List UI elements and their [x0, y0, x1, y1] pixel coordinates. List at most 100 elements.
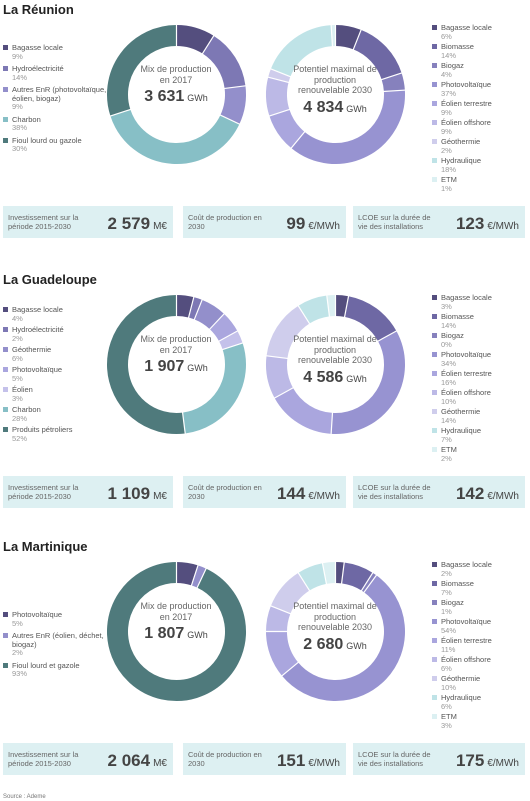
mix-donut-separator-3 [208, 312, 225, 330]
potential-legend-swatch [432, 619, 437, 624]
mix-legend-label: Bagasse locale [12, 305, 63, 314]
mix-center-title: Mix de production en 2017 [140, 64, 212, 85]
potential-center: Potentiel maximal de production renouvel… [287, 601, 383, 655]
potential-donut-slice-3 [281, 574, 405, 701]
mix-donut-slice-2 [193, 299, 224, 329]
mix-legend-item: Géothermie 6% [3, 345, 113, 363]
potential-donut-separator-1 [340, 560, 345, 584]
potential-donut-slice-7 [270, 24, 333, 77]
stat-label: Investissement sur la période 2015-2030 [8, 213, 79, 231]
potential-center-title: Potentiel maximal de production renouvel… [293, 601, 377, 632]
stat-box: Investissement sur la période 2015-2030 2… [3, 743, 173, 775]
mix-donut-slice-6 [106, 294, 185, 434]
stat-label: LCOE sur la durée de vie des installatio… [358, 213, 431, 231]
mix-legend-percent: 2% [12, 333, 23, 343]
mix-legend-percent: 28% [12, 413, 28, 423]
potential-legend-percent: 1% [441, 606, 452, 616]
potential-center-total-value: 4 834 [303, 98, 344, 116]
mix-legend-swatch [3, 367, 8, 372]
potential-center: Potentiel maximal de production renouvel… [287, 334, 383, 388]
stat-value: 144 €/MWh [277, 484, 340, 504]
potential-donut-slice-4 [268, 108, 305, 148]
stat-value-number: 2 579 [107, 214, 151, 233]
potential-legend-item: Photovoltaïque 54% [432, 617, 530, 635]
mix-legend-item: Bagasse locale 4% [3, 305, 113, 323]
potential-center-total: 2 680 GWh [287, 636, 383, 655]
stat-value-unit: €/MWh [308, 221, 340, 232]
mix-donut-separator-6 [181, 411, 186, 435]
potential-donut-separator-8 [325, 293, 330, 317]
stat-value-number: 142 [455, 484, 485, 503]
stat-box: Coût de production en 2030 151 €/MWh [183, 743, 346, 775]
mix-legend-swatch [3, 66, 8, 71]
stat-value-unit: €/MWh [487, 221, 519, 232]
mix-legend-label: Autres EnR (photovoltaïque, éolien, biog… [12, 85, 107, 103]
potential-legend-swatch [432, 333, 437, 338]
potential-legend-percent: 9% [441, 126, 452, 136]
potential-legend-label: Bagasse locale [441, 560, 492, 569]
mix-legend-item: Hydroélectricité 2% [3, 325, 113, 343]
potential-donut-separator-3 [362, 573, 377, 593]
stat-box: Investissement sur la période 2015-2030 1… [3, 476, 173, 508]
mix-donut-separator-4 [217, 329, 239, 342]
potential-legend-percent: 10% [441, 682, 457, 692]
potential-center-title: Potentiel maximal de production renouvel… [293, 334, 377, 365]
mix-donut-slice-0 [175, 294, 194, 318]
potential-donut-separator-4 [329, 411, 333, 435]
potential-legend-label: Photovoltaïque [441, 350, 492, 359]
potential-legend-label: Biomasse [441, 579, 474, 588]
region-title: La Réunion [3, 2, 74, 17]
potential-legend-swatch [432, 714, 437, 719]
potential-legend-label: Photovoltaïque [441, 80, 492, 89]
potential-donut-slice-1 [352, 29, 402, 80]
potential-legend-label: Éolien offshore [441, 388, 491, 397]
potential-legend-swatch [432, 581, 437, 586]
stat-label: LCOE sur la durée de vie des installatio… [358, 483, 431, 501]
mix-donut [106, 23, 247, 164]
mix-legend-swatch [3, 662, 8, 668]
potential-legend-item: Géothermie 10% [432, 674, 530, 692]
mix-center: Mix de production en 2017 3 631 GWh [136, 64, 216, 107]
stat-value-number: 123 [455, 214, 485, 233]
potential-legend-item: Hydraulique 7% [432, 426, 530, 444]
mix-donut-slice-1 [187, 296, 202, 319]
mix-legend-percent: 93% [12, 669, 28, 678]
potential-legend-item: Éolien offshore 10% [432, 388, 530, 406]
mix-center-title: Mix de production en 2017 [140, 601, 212, 622]
mix-legend-swatch [3, 427, 8, 432]
mix-donut [106, 293, 246, 435]
mix-donut-separator-3 [218, 113, 241, 125]
potential-legend-swatch [432, 139, 437, 144]
mix-donut-separator-1 [190, 563, 199, 587]
potential-donut-slice-5 [265, 355, 293, 398]
mix-legend-label: Hydroélectricité [12, 325, 64, 334]
potential-donut-slice-3 [290, 89, 405, 164]
potential-donut-separator-2 [359, 571, 374, 592]
potential-legend-swatch [432, 295, 437, 300]
potential-donut-slice-6 [267, 68, 290, 83]
stat-label: Investissement sur la période 2015-2030 [8, 483, 79, 501]
potential-donut-slice-5 [265, 76, 290, 116]
mix-legend-percent: 52% [12, 433, 28, 443]
mix-legend-item: Produits pétroliers 52% [3, 425, 113, 443]
mix-donut-slice-3 [208, 313, 237, 341]
stat-label: Investissement sur la période 2015-2030 [8, 750, 79, 768]
mix-legend-item: Charbon 28% [3, 405, 113, 423]
potential-legend-item: Bagasse locale 2% [432, 560, 530, 578]
stat-box: LCOE sur la durée de vie des installatio… [353, 743, 525, 775]
stat-value-number: 1 109 [107, 484, 151, 503]
potential-legend-swatch [432, 63, 437, 68]
mix-donut-separator-2 [192, 298, 203, 321]
potential-legend-swatch [432, 409, 437, 414]
mix-legend-label: Fioul lourd ou gazole [12, 135, 82, 145]
potential-donut-slice-4 [265, 630, 298, 676]
mix-legend-swatch [3, 347, 8, 352]
stat-value: 175 €/MWh [456, 751, 519, 771]
mix-donut-slice-5 [181, 342, 246, 433]
mix-legend-label: Charbon [12, 405, 41, 414]
potential-donut-separator-8 [329, 23, 333, 47]
mix-legend-swatch [3, 116, 8, 122]
stat-value: 151 €/MWh [277, 751, 340, 771]
mix-legend-label: Hydroélectricité [12, 64, 64, 73]
potential-legend-item: Photovoltaïque 34% [432, 350, 530, 368]
